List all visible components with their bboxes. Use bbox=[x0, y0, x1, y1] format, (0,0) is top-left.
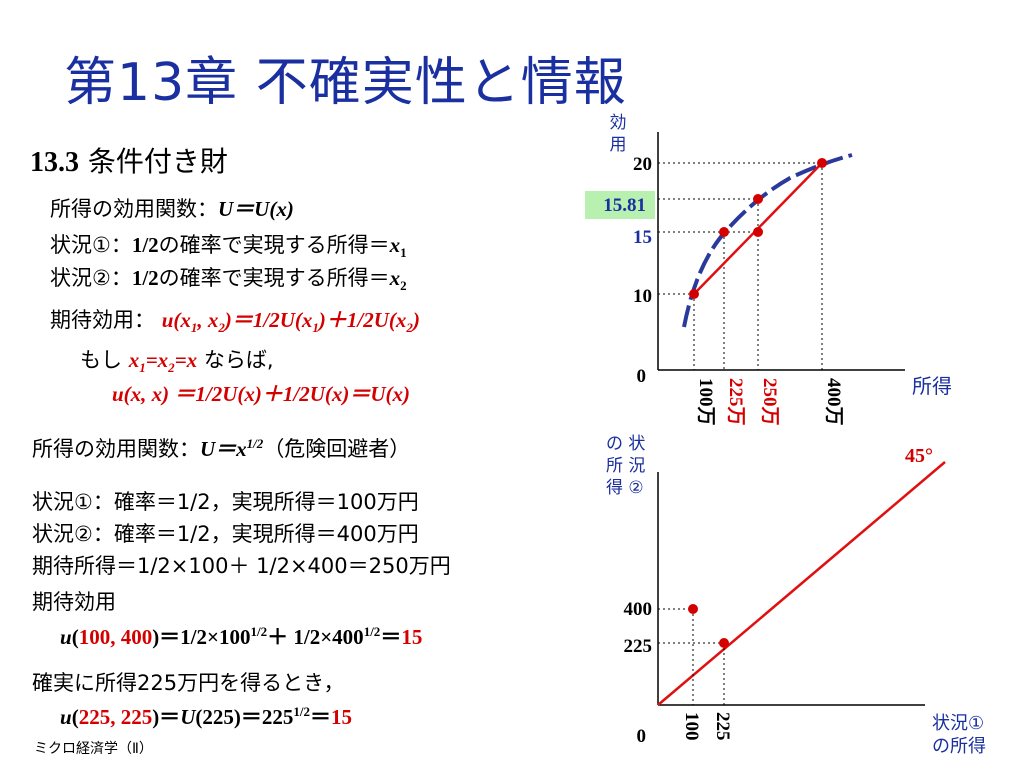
label-text: の確率で実現する所得＝ bbox=[158, 233, 390, 257]
utility-expr: U＝U(x) bbox=[218, 197, 294, 221]
diagonal-label: 45° bbox=[905, 445, 933, 467]
utility-function-line: 所得の効用関数：U＝U(x) bbox=[50, 193, 294, 223]
y-tick-0-bottom: 0 bbox=[637, 726, 647, 747]
guide-lines-bottom bbox=[658, 608, 725, 705]
x-label-line1: 状況① bbox=[932, 713, 984, 734]
point-250-curve bbox=[753, 194, 763, 204]
y-tick-10: 10 bbox=[633, 286, 652, 307]
y-label-line1: の 状 bbox=[606, 434, 645, 454]
point-100 bbox=[689, 289, 699, 299]
guide-lines bbox=[658, 162, 823, 370]
label-text: 所得の効用関数： bbox=[32, 437, 200, 461]
x-tick-250man: 250万 bbox=[759, 378, 780, 426]
variable: x bbox=[389, 233, 401, 257]
footer-course: ミクロ経済学（Ⅱ） bbox=[34, 741, 153, 757]
x-label-line2: の所得 bbox=[932, 736, 986, 757]
equal-condition-expr: x1=x2=x bbox=[128, 348, 198, 376]
y-axis-label-bottom: 用 bbox=[610, 135, 627, 155]
risk-averse-label: （危険回避者） bbox=[263, 437, 411, 461]
x-tick-225: 225 bbox=[712, 712, 733, 741]
expected-utility-label: 期待効用 bbox=[32, 590, 116, 614]
probability: 1/2 bbox=[131, 266, 159, 290]
point-225-225 bbox=[719, 638, 729, 648]
state2-income-line: 状況②：確率＝1/2，実現所得＝400万円 bbox=[32, 522, 419, 546]
point-100-400 bbox=[688, 604, 698, 614]
if-equal-line: もし x1=x2=x ならば, bbox=[80, 344, 274, 376]
x-tick-100man: 100万 bbox=[695, 378, 716, 426]
certain-utility-calc: u(225, 225)＝U(225)＝2251/2＝15 bbox=[60, 704, 352, 729]
label-text: 所得の効用関数： bbox=[50, 197, 218, 221]
y-label-line2: 所 況 bbox=[606, 456, 645, 476]
expected-utility-line: 期待効用： u(x1, x2)＝1/2U(x1)＋1/2U(x2) bbox=[50, 304, 420, 336]
x-axis-label-income: 所得 bbox=[912, 374, 952, 398]
label-text: もし bbox=[80, 348, 122, 372]
expected-income-line: 期待所得＝1/2×100＋ 1/2×400＝250万円 bbox=[32, 554, 451, 578]
page-title: 第13章 不確実性と情報 bbox=[64, 53, 627, 113]
sqrt-utility-expr: U＝x1/2 bbox=[200, 436, 264, 461]
y-label-line3: 得 ② bbox=[606, 478, 644, 498]
y-tick-0: 0 bbox=[637, 366, 647, 387]
x-tick-100: 100 bbox=[681, 712, 702, 741]
equal-utility-expr: u(x, x) ＝1/2U(x)＋1/2U(x)＝U(x) bbox=[112, 382, 411, 406]
y-tick-225: 225 bbox=[624, 636, 653, 657]
subscript: 1 bbox=[400, 245, 407, 261]
section-number: 13.3 bbox=[30, 147, 79, 178]
label-text: ならば, bbox=[203, 348, 274, 372]
variable: x bbox=[389, 266, 401, 290]
section-heading: 13.3 条件付き財 bbox=[30, 140, 228, 180]
utility-curve bbox=[682, 153, 853, 328]
y-axis-label-top: 効 bbox=[610, 113, 627, 133]
section-name: 条件付き財 bbox=[87, 145, 228, 178]
x-tick-225man: 225万 bbox=[725, 378, 746, 426]
y-tick-15-81: 15.81 bbox=[603, 195, 646, 216]
label-text: 状況①： bbox=[50, 233, 132, 257]
point-225 bbox=[719, 227, 729, 237]
expected-utility-expr: u(x1, x2)＝1/2U(x1)＋1/2U(x2) bbox=[161, 308, 420, 336]
y-tick-15: 15 bbox=[633, 227, 652, 248]
point-250-chord bbox=[753, 227, 763, 237]
sqrt-utility-line: 所得の効用関数：U＝x1/2（危険回避者） bbox=[32, 433, 410, 463]
expected-utility-calc: u(100, 400)＝1/2×1001/2＋ 1/2×4001/2＝15 bbox=[60, 624, 423, 649]
label-text: 期待効用： bbox=[50, 308, 155, 332]
probability: 1/2 bbox=[131, 233, 159, 257]
label-text: 状況②： bbox=[50, 266, 132, 290]
state2-line: 状況②：1/2の確率で実現する所得＝x2 bbox=[50, 262, 407, 294]
y-tick-20: 20 bbox=[633, 154, 652, 175]
highlight-box bbox=[585, 191, 655, 219]
y-tick-400: 400 bbox=[624, 599, 653, 620]
label-text: の確率で実現する所得＝ bbox=[158, 266, 390, 290]
subscript: 2 bbox=[400, 278, 407, 294]
diagonal-45 bbox=[657, 461, 946, 706]
x-tick-400man: 400万 bbox=[823, 378, 844, 426]
point-400 bbox=[817, 158, 827, 168]
certain-income-line: 確実に所得225万円を得るとき， bbox=[32, 671, 345, 695]
state1-line: 状況①：1/2の確率で実現する所得＝x1 bbox=[50, 229, 407, 261]
state1-income-line: 状況①：確率＝1/2，実現所得＝100万円 bbox=[32, 490, 419, 514]
